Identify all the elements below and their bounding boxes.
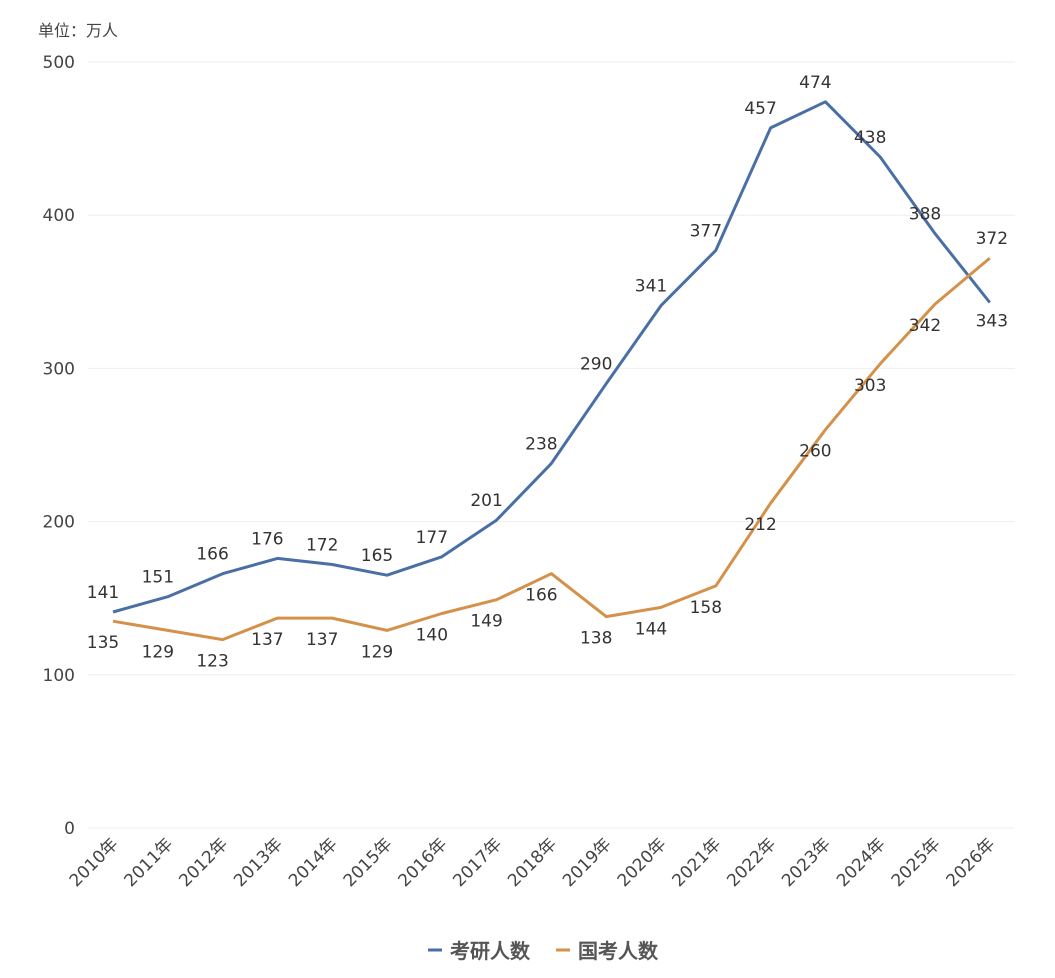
data-label: 149 — [470, 612, 502, 632]
data-label: 372 — [976, 229, 1008, 249]
y-tick-label: 300 — [43, 359, 75, 379]
data-label: 140 — [416, 626, 448, 646]
x-tick-label: 2025年 — [888, 834, 945, 891]
x-tick-label: 2018年 — [504, 834, 561, 891]
data-label: 144 — [635, 619, 667, 639]
data-label: 166 — [525, 586, 557, 606]
data-label: 137 — [251, 630, 283, 650]
data-label: 212 — [744, 515, 776, 535]
data-label: 238 — [525, 434, 557, 454]
x-tick-label: 2012年 — [175, 834, 232, 891]
data-label: 341 — [635, 277, 667, 297]
data-label: 303 — [854, 376, 886, 396]
data-label: 474 — [799, 73, 831, 93]
data-label: 141 — [87, 583, 119, 603]
data-label: 135 — [87, 633, 119, 653]
x-tick-label: 2014年 — [285, 834, 342, 891]
data-label: 172 — [306, 535, 338, 555]
x-tick-label: 2010年 — [66, 834, 123, 891]
series-line-guokao — [112, 256, 991, 642]
data-label: 129 — [142, 642, 174, 662]
data-label: 129 — [361, 642, 393, 662]
data-label: 151 — [142, 568, 174, 588]
x-tick-label: 2015年 — [340, 834, 397, 891]
data-label: 438 — [854, 128, 886, 148]
y-tick-label: 100 — [43, 666, 75, 686]
x-tick-label: 2023年 — [778, 834, 835, 891]
data-label: 290 — [580, 355, 612, 375]
data-label: 388 — [909, 205, 941, 225]
data-label: 343 — [976, 312, 1008, 332]
data-label: 123 — [196, 652, 228, 672]
data-label: 377 — [690, 221, 722, 241]
data-label: 158 — [690, 598, 722, 618]
data-label: 165 — [361, 546, 393, 566]
y-tick-label: 200 — [43, 513, 75, 533]
x-tick-label: 2024年 — [833, 834, 890, 891]
data-label: 201 — [470, 491, 502, 511]
x-tick-label: 2019年 — [559, 834, 616, 891]
x-tick-label: 2022年 — [723, 834, 780, 891]
x-tick-label: 2017年 — [449, 834, 506, 891]
data-label: 176 — [251, 529, 283, 549]
data-label: 166 — [196, 545, 228, 565]
x-tick-label: 2016年 — [395, 834, 452, 891]
y-tick-label: 400 — [43, 206, 75, 226]
y-tick-label: 0 — [64, 819, 75, 839]
legend-label[interactable]: 国考人数 — [578, 939, 659, 963]
series-line-kaoyan — [112, 100, 991, 614]
data-label: 342 — [909, 316, 941, 336]
data-label: 260 — [799, 442, 831, 462]
x-tick-label: 2013年 — [230, 834, 287, 891]
x-tick-label: 2011年 — [121, 834, 178, 891]
data-label: 137 — [306, 630, 338, 650]
y-tick-label: 500 — [43, 53, 75, 73]
data-label: 457 — [744, 99, 776, 119]
legend-label[interactable]: 考研人数 — [450, 939, 531, 963]
x-tick-label: 2021年 — [669, 834, 726, 891]
x-tick-label: 2020年 — [614, 834, 671, 891]
data-label: 138 — [580, 629, 612, 649]
unit-label: 单位：万人 — [38, 21, 118, 40]
data-label: 177 — [416, 528, 448, 548]
x-tick-label: 2026年 — [943, 834, 1000, 891]
